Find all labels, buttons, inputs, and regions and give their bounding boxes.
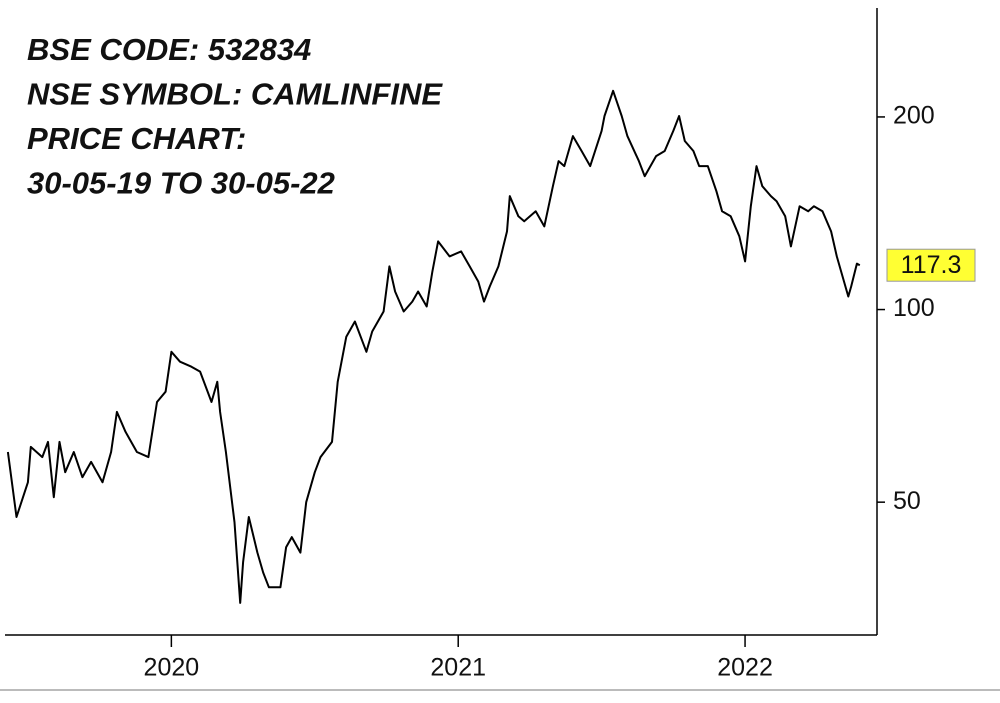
price-line: [6, 89, 861, 604]
y-tick-label: 50: [893, 487, 921, 515]
annotation: 30-05-19 TO 30-05-22: [27, 166, 335, 201]
y-tick-label: 100: [893, 294, 935, 322]
last-value-box: [886, 248, 976, 282]
x-tick-label: 2020: [144, 654, 200, 682]
x-tick-label: 2022: [717, 654, 773, 682]
annotation: PRICE CHART:: [27, 121, 246, 156]
last-value-label: 117.3: [901, 251, 962, 279]
y-tick-label: 200: [893, 102, 935, 130]
annotation: NSE SYMBOL: CAMLINFINE: [27, 77, 443, 112]
annotation: BSE CODE: 532834: [27, 32, 311, 67]
x-tick-label: 2021: [430, 654, 486, 682]
